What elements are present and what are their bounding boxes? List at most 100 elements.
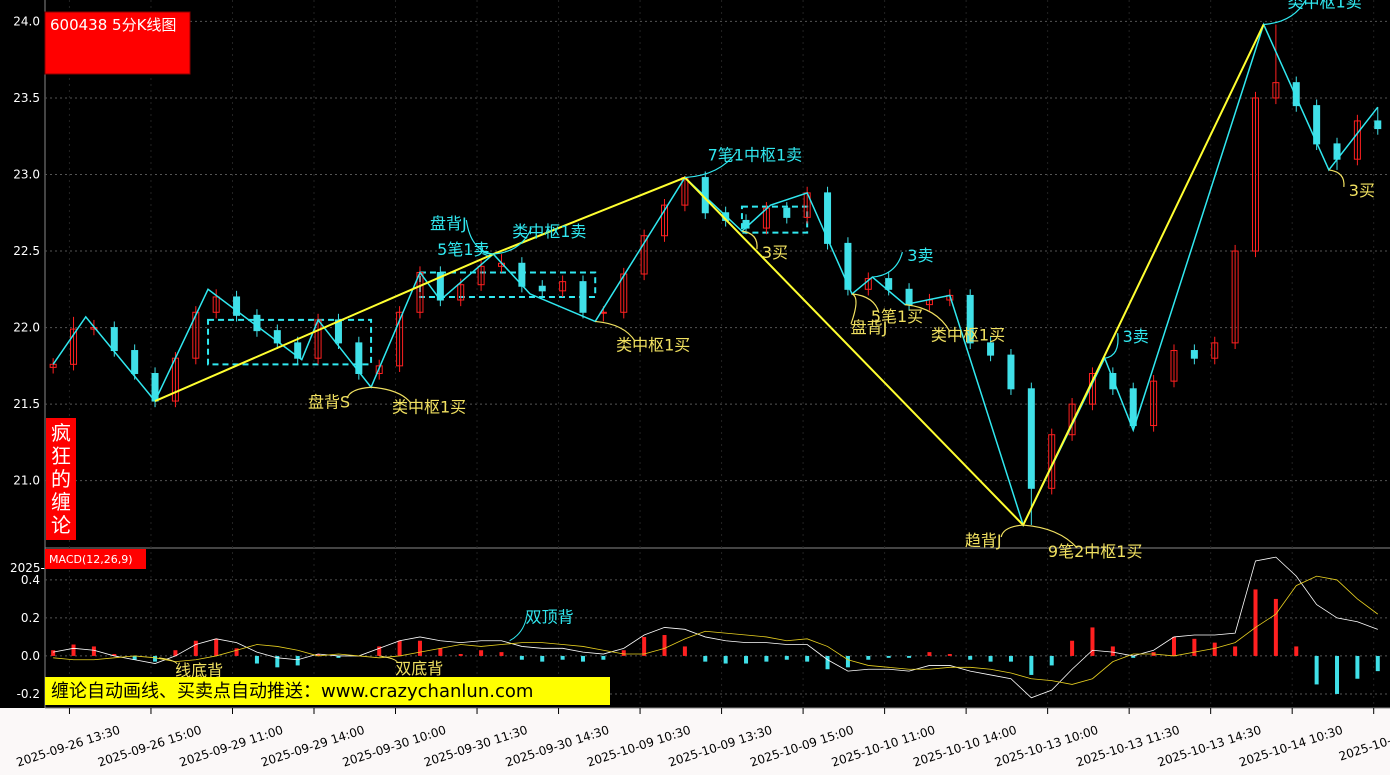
annotation-arrow [346,386,372,399]
macd-bar [458,654,463,656]
macd-bar [1335,655,1340,694]
macd-bar [682,646,687,656]
candle-body [273,330,281,344]
annotation: 类中枢1卖 [1288,0,1362,11]
annotation-arrow [684,151,738,179]
y-tick-label: 0.2 [21,611,40,625]
dea-line [53,575,1379,685]
side-label-char: 的 [51,467,71,491]
candle-body [1027,388,1035,489]
candle-body [1170,350,1178,382]
annotation: 3卖 [907,246,933,265]
annotation: 双顶背 [526,608,574,627]
annotation-arrow [850,293,857,325]
annotation-arrow [493,227,532,255]
y-tick-label: -0.2 [17,687,40,701]
candle-body [477,265,485,286]
annotation: 盘背S [308,392,350,411]
annotation: 盘背J [851,318,888,337]
macd-bar [845,655,850,668]
candle-body [640,235,648,275]
side-label-char: 论 [51,513,71,537]
annotation-arrow [1104,333,1119,359]
candle-body [396,311,404,367]
macd-bar [968,655,973,660]
annotation: 趋背J [965,531,1002,550]
side-box [46,418,76,540]
macd-bar [744,655,749,664]
annotation: 5笔1买 [871,307,923,326]
annotation: 5笔1卖 [437,240,489,259]
annotation-arrow [872,251,903,278]
macd-bar [71,644,76,656]
annotation-arrow [595,320,636,342]
macd-bar [784,655,789,660]
title-box [44,11,191,75]
macd-bar [51,650,56,656]
macd-title: MACD(12,26,9) [49,553,133,566]
annotation-arrow [379,655,398,663]
macd-bar [866,655,871,660]
macd-title-box [45,549,146,569]
macd-bar [254,655,259,664]
macd-bar [295,655,300,666]
candle-body [375,365,383,374]
macd-bar [316,654,321,656]
macd-bar [825,655,830,670]
macd-bar [723,655,728,664]
x-axis-area [0,708,1390,775]
candle-body [110,327,118,352]
macd-bar [377,646,382,656]
macd-bar [1049,655,1054,666]
y-tick-label: 21.0 [13,474,40,488]
macd-bar [1273,598,1278,656]
y-tick-label: 22.5 [13,244,40,258]
macd-bar [1070,640,1075,656]
macd-bar [499,652,504,656]
macd-bar [275,655,280,668]
macd-bar [132,655,137,660]
macd-bar [1233,646,1238,656]
macd-bar [805,655,810,662]
center-box [740,205,809,234]
macd-bar [336,655,341,658]
annotation: 类中枢1买 [616,335,690,354]
candle-body [1150,380,1158,427]
side-label-char: 狂 [51,444,71,468]
macd-bar [1110,646,1115,656]
annotation-arrow [851,293,880,314]
macd-bar [1294,646,1299,656]
macd-bar [193,640,198,656]
annotation: 3买 [1349,181,1375,200]
macd-bar [540,655,545,662]
annotation-arrow [1023,524,1078,549]
macd-bar [927,652,932,656]
macd-bar [417,640,422,656]
annotation: 类中枢1买 [392,397,466,416]
candle-body [1272,82,1280,99]
candle-body [212,296,220,313]
macd-bar [1171,636,1176,656]
candle-body [1374,120,1382,130]
candle-body [1231,250,1239,344]
annotation: 类中枢1买 [931,326,1005,345]
y-tick-label: 21.5 [13,397,40,411]
candle-body [233,296,241,316]
macd-bar [560,655,565,660]
candle-body [824,192,832,244]
macd-bar [91,646,96,656]
annotation: 线底背 [175,661,223,680]
annotation: 3卖 [1123,327,1149,346]
candle-body [518,262,526,287]
macd-bar [214,638,219,656]
candle-body [457,284,465,301]
annotation: 盘背J [430,214,467,233]
chart-title: 600438 5分K线图 [50,16,176,34]
candle-body [1211,342,1219,359]
candle-body [131,350,139,374]
candle-body [294,342,302,359]
macd-bar [601,655,606,660]
candle-body [905,288,913,306]
